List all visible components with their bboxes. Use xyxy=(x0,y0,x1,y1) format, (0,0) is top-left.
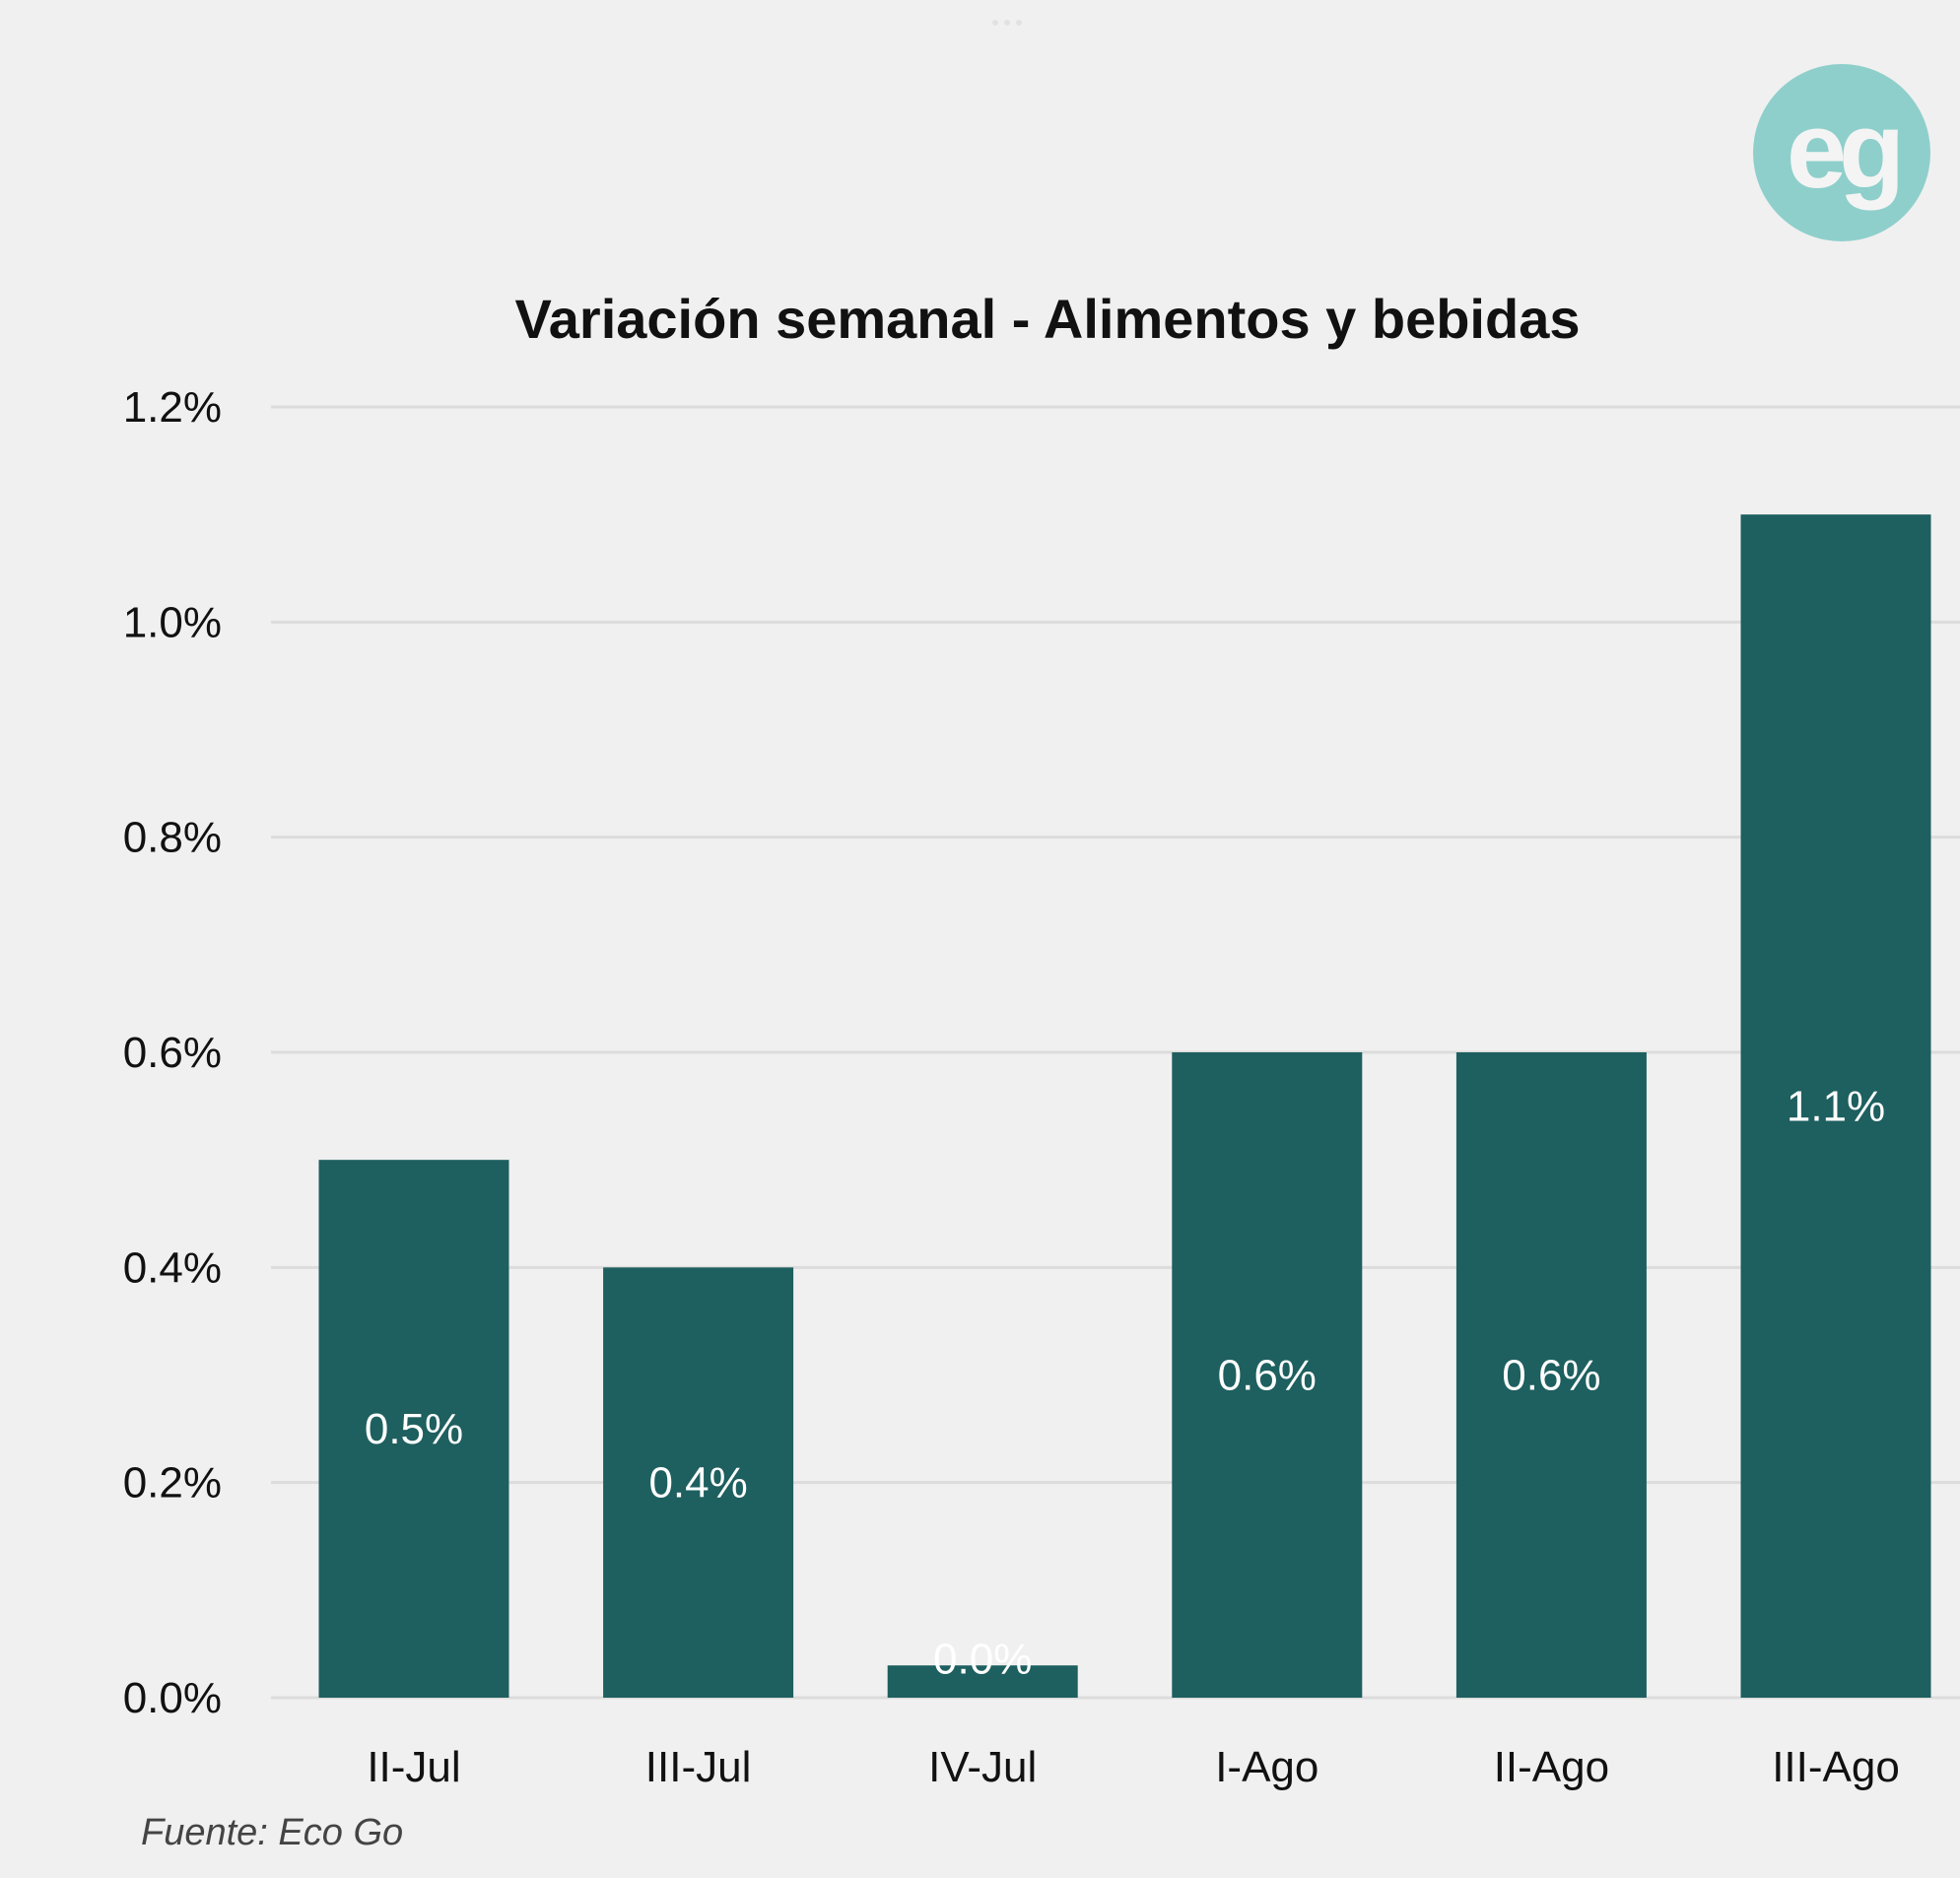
data-label: 0.6% xyxy=(1218,1352,1317,1400)
bar xyxy=(318,1160,509,1698)
y-tick-label: 1.2% xyxy=(123,383,222,432)
bar xyxy=(1455,1052,1647,1698)
x-tick-label: I-Ago xyxy=(1215,1743,1318,1791)
x-tick-label: III-Ago xyxy=(1772,1743,1900,1791)
source-note: Fuente: Eco Go xyxy=(141,1812,403,1853)
x-tick-label: II-Jul xyxy=(367,1743,460,1791)
y-tick-label: 0.8% xyxy=(123,814,222,862)
y-tick-label: 0.2% xyxy=(123,1459,222,1508)
bar xyxy=(1172,1052,1363,1698)
drag-handle-dots xyxy=(992,20,1022,26)
x-tick-label: III-Jul xyxy=(645,1743,752,1791)
data-label: 0.0% xyxy=(933,1635,1032,1683)
y-tick-label: 0.4% xyxy=(123,1243,222,1292)
x-tick-label: II-Ago xyxy=(1494,1743,1609,1791)
data-label: 0.5% xyxy=(365,1405,463,1453)
bar xyxy=(1740,514,1931,1698)
y-tick-label: 0.6% xyxy=(123,1029,222,1077)
x-tick-label: IV-Jul xyxy=(928,1743,1037,1791)
data-label: 0.4% xyxy=(648,1459,747,1508)
bar xyxy=(603,1267,794,1698)
y-tick-label: 0.0% xyxy=(123,1674,222,1722)
bar xyxy=(887,1665,1078,1698)
eco-go-logo: eg xyxy=(1753,64,1930,241)
data-label: 1.1% xyxy=(1787,1083,1885,1131)
chart-title: Variación semanal - Alimentos y bebidas xyxy=(515,288,1581,350)
logo-text: eg xyxy=(1787,90,1898,211)
data-label: 0.6% xyxy=(1502,1352,1600,1400)
y-tick-label: 1.0% xyxy=(123,598,222,646)
